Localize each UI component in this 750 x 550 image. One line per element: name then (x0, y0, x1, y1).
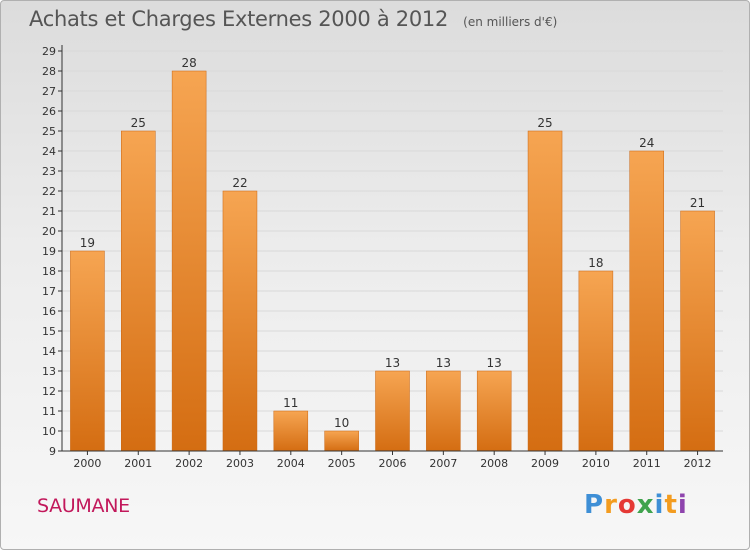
chart-title: Achats et Charges Externes 2000 à 2012 (… (29, 7, 557, 31)
data-label: 19 (80, 236, 95, 250)
y-tick-label: 15 (42, 325, 56, 338)
logo-letter: P (584, 490, 605, 520)
x-tick-label: 2012 (684, 457, 712, 470)
bar (375, 370, 410, 452)
x-tick-label: 2006 (379, 457, 407, 470)
y-tick-label: 19 (42, 245, 56, 258)
y-tick-label: 25 (42, 125, 56, 138)
y-tick-label: 23 (42, 165, 56, 178)
axes: 9 10 11 12 13 14 15 16 17 18 19 20 21 22 23 24 25 26 27 28 2… (42, 45, 723, 470)
x-tick-label: 2010 (582, 457, 610, 470)
bar (476, 370, 512, 452)
chart-title-text: Achats et Charges Externes 2000 à 2012 (29, 7, 449, 31)
data-label: 28 (181, 56, 196, 70)
y-tick-label: 18 (42, 265, 56, 278)
x-tick-label: 2011 (633, 457, 661, 470)
bar (324, 430, 359, 452)
data-label: 25 (131, 116, 146, 130)
y-tick-label: 13 (42, 365, 56, 378)
data-label: 10 (334, 416, 349, 430)
y-tick-label: 9 (49, 445, 56, 458)
y-tick-label: 21 (42, 205, 56, 218)
y-tick-label: 14 (42, 345, 56, 358)
y-tick-label: 10 (42, 425, 56, 438)
chart-unit: (en milliers d'€) (463, 15, 558, 29)
bar (578, 270, 614, 452)
y-tick-label: 17 (42, 285, 56, 298)
bar (680, 210, 715, 452)
x-tick-label: 2000 (73, 457, 101, 470)
logo-letter: r (604, 490, 618, 520)
data-label: 21 (690, 196, 705, 210)
data-label: 11 (283, 396, 298, 410)
bar (222, 190, 258, 452)
y-tick-label: 27 (42, 85, 56, 98)
y-tick-label: 11 (42, 405, 56, 418)
y-tick-label: 20 (42, 225, 56, 238)
x-tick-label: 2001 (124, 457, 152, 470)
y-tick-label: 12 (42, 385, 56, 398)
x-tick-label: 2009 (531, 457, 559, 470)
logo-letter: i (677, 490, 688, 520)
logo-letter: i (654, 490, 665, 520)
bar (121, 130, 156, 452)
y-tick-label: 24 (42, 145, 56, 158)
x-tick-label: 2002 (175, 457, 203, 470)
y-tick-label: 29 (42, 45, 56, 58)
bar (426, 370, 461, 452)
x-tick-label: 2003 (226, 457, 254, 470)
y-tick-label: 28 (42, 65, 56, 78)
labels: 19 25 28 22 11 10 13 13 13 25 18 24 21 (80, 56, 705, 430)
data-label: 18 (588, 256, 603, 270)
bar (273, 410, 309, 452)
logo-letter: t (664, 490, 678, 520)
y-tick-label: 22 (42, 185, 56, 198)
bar (629, 150, 664, 452)
x-tick-label: 2007 (429, 457, 457, 470)
data-label: 22 (232, 176, 247, 190)
data-label: 25 (537, 116, 552, 130)
logo-letter: x (636, 490, 655, 520)
data-label: 13 (436, 356, 451, 370)
proxiti-logo: Proxiti (584, 490, 688, 520)
logo-letter: o (617, 490, 637, 520)
x-tick-label: 2004 (277, 457, 305, 470)
data-label: 24 (639, 136, 654, 150)
y-tick-label: 26 (42, 105, 56, 118)
x-tick-label: 2005 (328, 457, 356, 470)
data-label: 13 (385, 356, 400, 370)
y-tick-label: 16 (42, 305, 56, 318)
bars (70, 70, 715, 452)
bar (171, 70, 207, 452)
data-label: 13 (487, 356, 502, 370)
bar (70, 250, 105, 452)
x-tick-label: 2008 (480, 457, 508, 470)
bar (527, 130, 563, 452)
commune-name: SAUMANE (37, 495, 130, 517)
